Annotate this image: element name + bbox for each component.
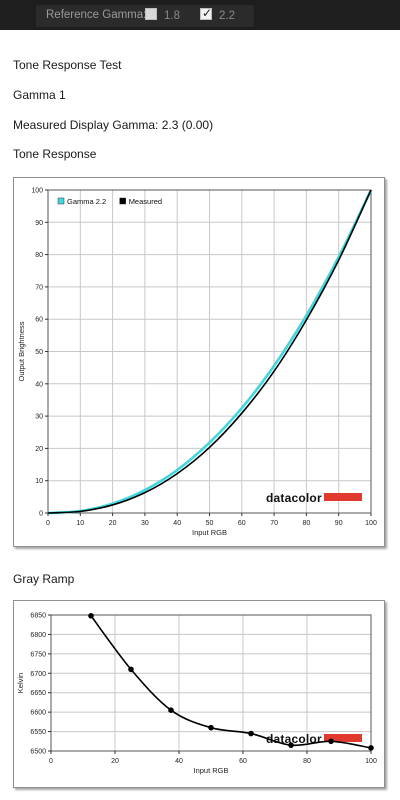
x-tick-label: 50 — [206, 520, 214, 527]
y-tick-label: 6650 — [30, 690, 46, 697]
y-tick-label: 10 — [35, 478, 43, 485]
x-tick-label: 30 — [141, 520, 149, 527]
measured-gamma-text: Measured Display Gamma: 2.3 (0.00) — [13, 118, 214, 132]
y-tick-label: 90 — [35, 220, 43, 227]
x-tick-label: 0 — [46, 520, 50, 527]
data-point — [88, 612, 94, 619]
x-tick-label: 40 — [173, 520, 181, 527]
reference-gamma-toolbar: Reference Gamma: 1.8 ✓ 2.2 — [0, 0, 400, 30]
datacolor-logo-bar — [324, 493, 362, 501]
y-tick-label: 100 — [31, 188, 43, 195]
gamma-1-8-checkbox[interactable] — [145, 8, 157, 20]
legend-swatch — [57, 197, 65, 205]
legend-label: Gamma 2.2 — [67, 197, 106, 206]
x-tick-label: 70 — [270, 520, 278, 527]
plot-area — [50, 614, 372, 752]
gray-ramp-heading: Gray Ramp — [13, 572, 75, 586]
y-tick-label: 0 — [39, 511, 43, 518]
series-line — [90, 615, 372, 749]
legend-label: Measured — [129, 197, 162, 206]
data-point — [168, 707, 174, 713]
x-tick-label: 40 — [175, 758, 183, 765]
legend-swatch — [119, 197, 126, 205]
x-tick-label: 90 — [335, 520, 343, 527]
y-tick-label: 6850 — [30, 613, 46, 620]
tone-response-svg: 0 10 20 30 40 50 60 70 80 90 100 0 10 20 30 40 50 60 70 80 9… — [17, 188, 377, 538]
data-point — [288, 742, 294, 748]
x-tick-label: 20 — [111, 758, 119, 765]
y-tick-label: 30 — [35, 414, 43, 421]
gamma-1-8-label: 1.8 — [164, 10, 180, 22]
gray-ramp-chart: 0 20 40 60 80 100 6500 6550 6600 6650 6700 6750 6800… — [13, 600, 385, 788]
series-line-measured — [47, 189, 372, 514]
y-tick-label: 50 — [35, 349, 43, 356]
y-tick-label: 6500 — [30, 749, 46, 756]
y-tick-label: 60 — [35, 317, 43, 324]
x-tick-label: 10 — [76, 520, 84, 527]
gray-ramp-svg: 0 20 40 60 80 100 6500 6550 6600 6650 6700 6750 6800… — [16, 612, 377, 776]
data-point — [208, 724, 214, 731]
data-point — [328, 738, 334, 745]
gamma-2-2-label: 2.2 — [219, 10, 235, 22]
x-tick-label: 60 — [238, 520, 246, 527]
checkmark-icon: ✓ — [202, 6, 213, 20]
reference-gamma-label: Reference Gamma: — [46, 9, 147, 21]
datacolor-logo-text: datacolor — [266, 491, 322, 505]
y-tick-label: 20 — [35, 446, 43, 453]
y-tick-label: 70 — [35, 284, 43, 291]
y-tick-label: 6750 — [30, 651, 46, 658]
gamma-2-2-checkbox[interactable]: ✓ — [200, 6, 213, 20]
y-axis-title: Output Brightness — [17, 321, 26, 381]
y-axis-title: Kelvin — [16, 673, 25, 693]
y-tick-label: 40 — [35, 381, 43, 388]
x-axis-title: Input RGB — [193, 766, 228, 775]
x-tick-label: 20 — [109, 520, 117, 527]
y-tick-label: 6550 — [30, 729, 46, 736]
x-tick-label: 80 — [303, 758, 311, 765]
gamma-name: Gamma 1 — [13, 88, 66, 102]
y-tick-label: 6800 — [30, 632, 46, 639]
data-point — [368, 745, 374, 751]
series-line-gamma-2-2 — [47, 189, 373, 515]
section-title: Tone Response Test — [13, 58, 122, 72]
x-tick-label: 100 — [365, 520, 377, 527]
data-point — [128, 666, 134, 673]
data-point — [248, 730, 254, 737]
x-tick-label: 100 — [365, 758, 377, 765]
x-tick-label: 0 — [49, 758, 53, 765]
x-tick-label: 60 — [239, 758, 247, 765]
tone-response-heading: Tone Response — [13, 147, 97, 161]
tone-response-chart: 0 10 20 30 40 50 60 70 80 90 100 0 10 20 30 40 50 60 70 80 9… — [13, 177, 385, 547]
y-tick-label: 6600 — [30, 710, 46, 717]
x-axis-title: Input RGB — [192, 528, 227, 537]
datacolor-logo-bar — [324, 734, 362, 742]
y-tick-label: 6700 — [30, 671, 46, 678]
x-tick-label: 80 — [303, 520, 311, 527]
y-tick-label: 80 — [35, 252, 43, 259]
